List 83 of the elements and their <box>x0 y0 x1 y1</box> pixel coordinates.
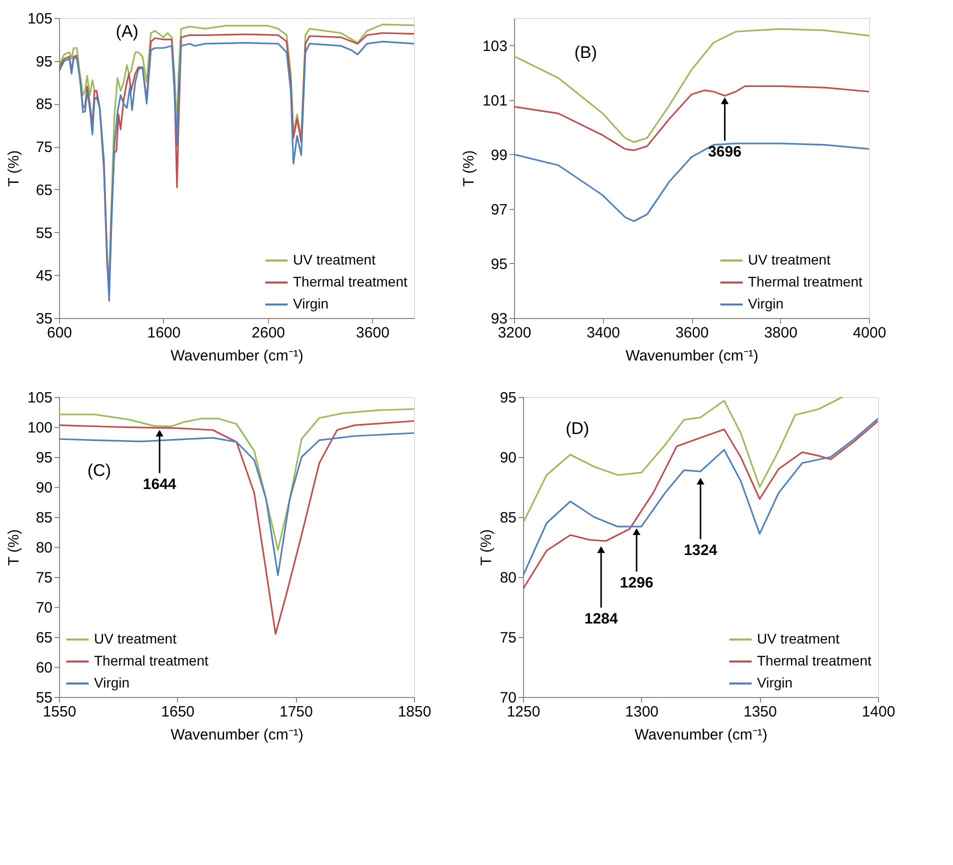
y-tick-label: 75 <box>36 139 52 156</box>
x-tick-label: 600 <box>46 324 72 342</box>
y-tick-label: 103 <box>482 38 508 55</box>
y-tick-label: 85 <box>36 96 52 114</box>
y-tick-label: 100 <box>27 420 52 436</box>
x-tick-label: 1850 <box>398 704 432 720</box>
y-tick-label: 60 <box>36 660 52 676</box>
y-tick-label: 90 <box>36 480 52 496</box>
x-tick-label: 2600 <box>252 324 286 342</box>
annotation: (D) <box>566 419 590 438</box>
x-tick-label: 3200 <box>498 324 532 342</box>
line-series <box>514 142 869 222</box>
x-tick-label: 4000 <box>852 324 886 342</box>
y-axis-title: T (%) <box>460 150 478 187</box>
y-tick-label: 95 <box>500 390 516 406</box>
y-tick-label: 35 <box>36 310 52 328</box>
x-tick-label: 1650 <box>161 704 195 720</box>
x-axis-title: Wavenumber (cm⁻¹) <box>170 348 304 364</box>
y-tick-label: 95 <box>36 53 52 70</box>
legend-label: UV treatment <box>757 630 840 646</box>
y-tick-label: 99 <box>490 146 508 164</box>
y-axis-title: T (%) <box>5 529 22 566</box>
legend-label: UV treatment <box>293 252 376 268</box>
y-tick-label: 85 <box>500 510 516 526</box>
annotation: 1296 <box>620 574 654 592</box>
annotation: (A) <box>116 22 138 41</box>
annotation: 1324 <box>684 542 718 560</box>
line-series <box>59 408 414 551</box>
y-tick-label: 55 <box>36 690 52 706</box>
legend-label: Virgin <box>94 674 130 690</box>
y-tick-label: 65 <box>36 182 52 199</box>
x-tick-label: 1350 <box>743 704 777 720</box>
x-axis-title: Wavenumber (cm⁻¹) <box>626 348 758 364</box>
legend-label: UV treatment <box>94 630 177 646</box>
y-tick-label: 101 <box>482 92 508 110</box>
line-series <box>59 432 414 576</box>
annotation: (C) <box>87 461 112 480</box>
y-tick-label: 105 <box>27 10 52 28</box>
x-axis-title: Wavenumber (cm⁻¹) <box>170 726 304 744</box>
y-axis-title: T (%) <box>478 529 495 566</box>
y-tick-label: 70 <box>36 600 52 616</box>
legend-label: Virgin <box>757 674 793 690</box>
y-tick-label: 75 <box>500 630 516 646</box>
y-tick-label: 105 <box>27 390 52 406</box>
annotation: 3696 <box>708 144 742 161</box>
y-tick-label: 65 <box>36 630 52 646</box>
legend-label: Thermal treatment <box>757 652 872 668</box>
y-tick-label: 70 <box>500 690 516 706</box>
y-tick-label: 80 <box>36 540 52 556</box>
y-tick-label: 97 <box>490 201 508 218</box>
annotation: 1644 <box>142 476 177 494</box>
y-tick-label: 45 <box>36 268 52 285</box>
y-tick-label: 90 <box>500 450 516 466</box>
y-tick-label: 95 <box>490 256 508 273</box>
x-tick-label: 1600 <box>147 324 181 342</box>
y-tick-label: 75 <box>36 570 52 586</box>
line-series <box>514 28 869 143</box>
x-tick-label: 1550 <box>42 704 76 720</box>
y-tick-label: 85 <box>36 510 52 526</box>
line-series <box>523 397 844 524</box>
legend-label: UV treatment <box>748 252 831 268</box>
x-tick-label: 3600 <box>356 324 390 342</box>
annotation: 1284 <box>584 610 618 628</box>
legend-label: Virgin <box>293 296 329 312</box>
legend-label: Thermal treatment <box>94 652 208 668</box>
annotation: (B) <box>574 43 598 62</box>
x-axis-title: Wavenumber (cm⁻¹) <box>634 726 768 744</box>
x-tick-label: 3600 <box>675 324 709 342</box>
y-tick-label: 80 <box>500 570 516 586</box>
y-tick-label: 95 <box>36 450 52 466</box>
y-tick-label: 55 <box>36 224 52 242</box>
y-tick-label: 93 <box>490 310 508 328</box>
x-tick-label: 1250 <box>506 704 540 720</box>
x-tick-label: 1750 <box>279 704 313 720</box>
line-series <box>59 420 414 635</box>
x-tick-label: 3400 <box>586 324 620 342</box>
legend-label: Virgin <box>748 296 784 312</box>
x-tick-label: 1300 <box>625 704 659 720</box>
legend-label: Thermal treatment <box>293 274 408 290</box>
x-tick-label: 1400 <box>862 704 896 720</box>
x-tick-label: 3800 <box>764 324 798 342</box>
legend-label: Thermal treatment <box>748 274 862 290</box>
y-axis-title: T (%) <box>5 150 22 187</box>
